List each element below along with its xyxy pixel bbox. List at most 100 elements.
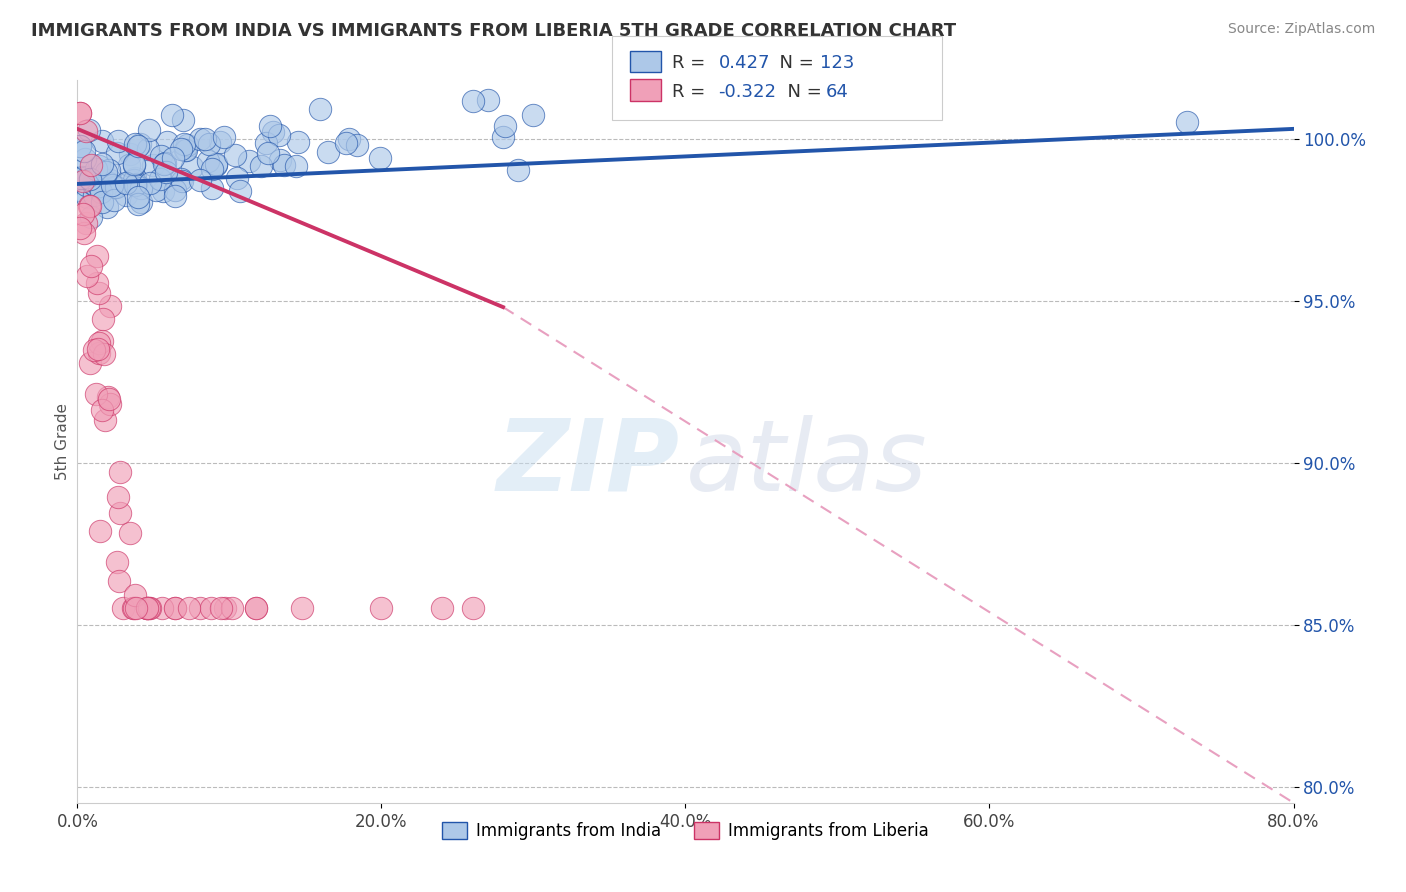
Point	[76, 269, 98, 284]
Point	[492, 130, 515, 145]
Point	[163, 601, 186, 615]
Point	[79, 259, 101, 273]
Point	[121, 601, 143, 615]
Point	[181, 161, 204, 175]
Point	[461, 601, 484, 615]
Text: ZIP: ZIP	[496, 415, 679, 512]
Point	[194, 132, 217, 146]
Point	[100, 178, 122, 193]
Point	[69, 221, 91, 235]
Point	[107, 574, 129, 589]
Point	[115, 176, 138, 190]
Point	[136, 142, 159, 156]
Point	[103, 180, 125, 194]
Point	[87, 286, 110, 301]
Point	[249, 159, 271, 173]
Point	[174, 144, 197, 158]
Point	[201, 162, 224, 177]
Point	[139, 176, 162, 190]
Point	[98, 173, 121, 187]
Point	[110, 466, 132, 480]
Point	[170, 171, 193, 186]
Point	[197, 154, 219, 169]
Point	[1175, 115, 1198, 129]
Point	[162, 151, 184, 165]
Point	[87, 346, 110, 360]
Point	[79, 172, 101, 186]
Point	[79, 356, 101, 370]
Point	[287, 135, 309, 149]
Point	[96, 164, 118, 178]
Point	[170, 142, 193, 156]
Text: N =: N =	[768, 54, 820, 72]
Point	[69, 105, 91, 120]
Point	[224, 148, 246, 162]
Point	[188, 173, 211, 187]
Point	[124, 588, 146, 602]
Point	[82, 177, 104, 191]
Point	[86, 249, 108, 263]
Point	[254, 136, 277, 150]
Point	[370, 601, 392, 615]
Point	[89, 524, 111, 538]
Point	[188, 132, 211, 146]
Point	[83, 187, 105, 202]
Point	[872, 93, 894, 107]
Point	[628, 93, 651, 107]
Point	[76, 170, 98, 185]
Point	[120, 526, 142, 541]
Point	[238, 153, 260, 168]
Point	[273, 157, 295, 171]
Point	[212, 130, 235, 145]
Point	[83, 343, 105, 357]
Point	[122, 174, 145, 188]
Point	[201, 181, 224, 195]
Point	[79, 199, 101, 213]
Point	[136, 601, 159, 615]
Point	[221, 601, 243, 615]
Point	[127, 190, 149, 204]
Point	[77, 199, 100, 213]
Point	[96, 200, 118, 214]
Point	[155, 165, 177, 179]
Point	[80, 210, 103, 224]
Point	[291, 601, 314, 615]
Point	[87, 335, 110, 350]
Point	[90, 185, 112, 199]
Point	[179, 601, 201, 615]
Point	[91, 312, 114, 326]
Text: 0.427: 0.427	[718, 54, 770, 72]
Point	[69, 183, 91, 197]
Point	[70, 169, 93, 184]
Point	[72, 207, 94, 221]
Point	[84, 161, 107, 176]
Point	[209, 601, 232, 615]
Point	[170, 173, 193, 187]
Point	[198, 136, 221, 151]
Point	[112, 601, 135, 615]
Point	[163, 182, 186, 196]
Point	[430, 601, 453, 615]
Text: R =: R =	[672, 54, 711, 72]
Point	[125, 601, 148, 615]
Point	[73, 153, 96, 167]
Point	[114, 187, 136, 202]
Point	[91, 134, 114, 148]
Point	[98, 299, 121, 313]
Legend: Immigrants from India, Immigrants from Liberia: Immigrants from India, Immigrants from L…	[436, 815, 935, 847]
Point	[205, 157, 228, 171]
Point	[83, 178, 105, 193]
Point	[69, 138, 91, 153]
Point	[125, 177, 148, 191]
Point	[86, 276, 108, 290]
Point	[72, 174, 94, 188]
Point	[145, 183, 167, 197]
Point	[75, 216, 97, 230]
Point	[84, 386, 107, 401]
Point	[522, 107, 544, 121]
Point	[72, 145, 94, 159]
Text: atlas: atlas	[686, 415, 928, 512]
Point	[90, 157, 112, 171]
Point	[76, 190, 98, 204]
Point	[129, 195, 152, 210]
